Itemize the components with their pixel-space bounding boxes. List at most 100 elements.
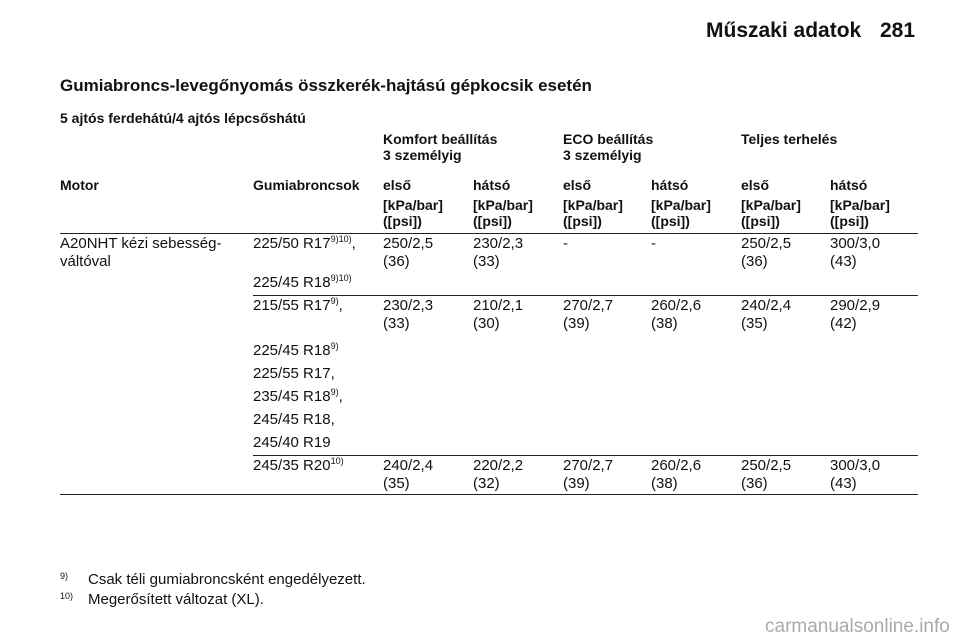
pressure-value: (33) — [383, 315, 410, 332]
rule — [253, 455, 918, 456]
footnote-ref: 9)10) — [330, 234, 352, 244]
tire: 215/55 R179), — [253, 296, 343, 315]
unit-header: ([psi]) — [563, 213, 602, 229]
pressure-value: 230/2,3 — [473, 235, 524, 252]
pressure-value: (35) — [741, 315, 768, 332]
pressure-value: 250/2,5 — [383, 235, 434, 252]
unit-header: [kPa/bar] — [563, 197, 623, 213]
column-header: Gumiabroncsok — [253, 177, 360, 193]
tire: 245/45 R18, — [253, 411, 335, 428]
unit-header: [kPa/bar] — [383, 197, 443, 213]
tire: 225/55 R17, — [253, 365, 335, 382]
pressure-value: 250/2,5 — [741, 235, 792, 252]
pressure-value: (36) — [383, 253, 410, 270]
unit-header: ([psi]) — [383, 213, 422, 229]
tire-size: 225/45 R18 — [253, 274, 331, 291]
pressure-value: - — [563, 235, 568, 252]
footnote-ref: 9) — [330, 296, 339, 306]
punctuation: , — [338, 297, 343, 314]
pressure-value: 230/2,3 — [383, 297, 434, 314]
group-header: ECO beállítás — [563, 131, 654, 147]
tire-size: 235/45 R18 — [253, 388, 331, 405]
unit-header: ([psi]) — [651, 213, 690, 229]
punctuation: , — [338, 388, 343, 405]
tire: 225/45 R189) — [253, 341, 339, 360]
pressure-value: (38) — [651, 315, 678, 332]
footnote-ref: 9) — [330, 341, 339, 351]
rule — [253, 295, 918, 296]
pressure-value: (30) — [473, 315, 500, 332]
punctuation: , — [351, 235, 356, 252]
heading: Gumiabroncs-levegőnyomás összkerék-hajtá… — [60, 76, 592, 95]
footnote-text: Megerősített változat (XL). — [88, 591, 264, 608]
pressure-value: 240/2,4 — [741, 297, 792, 314]
pressure-value: 220/2,2 — [473, 457, 524, 474]
footnote-ref: 9)10) — [330, 273, 352, 283]
pressure-value: (35) — [383, 475, 410, 492]
tire-size: 215/55 R17 — [253, 297, 331, 314]
tire-size: 245/35 R20 — [253, 457, 331, 474]
pressure-value: (42) — [830, 315, 857, 332]
pressure-value: 240/2,4 — [383, 457, 434, 474]
column-header: első — [741, 177, 770, 193]
pressure-value: 290/2,9 — [830, 297, 881, 314]
column-header: első — [563, 177, 592, 193]
subheading: 5 ajtós ferdehátú/4 ajtós lépcsőshátú — [60, 110, 306, 126]
tire: 235/45 R189), — [253, 387, 343, 406]
column-header: hátsó — [651, 177, 689, 193]
unit-header: [kPa/bar] — [741, 197, 801, 213]
footnote-ref: 9) — [330, 387, 339, 397]
pressure-value: 270/2,7 — [563, 297, 614, 314]
column-header: Motor — [60, 177, 99, 193]
footnote-mark: 9) — [60, 571, 69, 581]
tire-size: 225/45 R18 — [253, 342, 331, 359]
pressure-value: (33) — [473, 253, 500, 270]
pressure-value: 260/2,6 — [651, 457, 702, 474]
pressure-value: - — [651, 235, 656, 252]
rule — [60, 233, 918, 234]
pressure-value: 250/2,5 — [741, 457, 792, 474]
pressure-value: (32) — [473, 475, 500, 492]
pressure-value: 260/2,6 — [651, 297, 702, 314]
tire-size: 225/55 R17, — [253, 365, 335, 382]
tire: 245/40 R19 — [253, 434, 331, 451]
pressure-value: (43) — [830, 253, 857, 270]
rule — [60, 494, 918, 495]
pressure-value: 300/3,0 — [830, 457, 881, 474]
unit-header: ([psi]) — [741, 213, 780, 229]
motor: váltóval — [60, 253, 111, 270]
pressure-value: (43) — [830, 475, 857, 492]
pressure-value: (39) — [563, 475, 590, 492]
tire: 225/45 R189)10) — [253, 273, 352, 292]
header-title: Műszaki adatok — [706, 19, 862, 42]
pressure-value: (38) — [651, 475, 678, 492]
column-header: hátsó — [473, 177, 511, 193]
tire-size: 245/45 R18, — [253, 411, 335, 428]
tire-size: 245/40 R19 — [253, 434, 331, 451]
unit-header: [kPa/bar] — [651, 197, 711, 213]
unit-header: [kPa/bar] — [830, 197, 890, 213]
column-header: hátsó — [830, 177, 868, 193]
pressure-value: 300/3,0 — [830, 235, 881, 252]
group-header: Komfort beállítás — [383, 131, 498, 147]
pressure-value: 210/2,1 — [473, 297, 524, 314]
pressure-value: (36) — [741, 475, 768, 492]
pressure-value: 270/2,7 — [563, 457, 614, 474]
footnote-mark: 10) — [60, 591, 74, 601]
watermark: carmanualsonline.info — [765, 616, 950, 637]
tire: 245/35 R2010) — [253, 456, 344, 475]
tire: 225/50 R179)10), — [253, 234, 356, 253]
group-header: 3 személyig — [563, 147, 642, 163]
pressure-value: (39) — [563, 315, 590, 332]
motor: A20NHT kézi sebesség- — [60, 235, 222, 252]
column-header: első — [383, 177, 412, 193]
group-header: 3 személyig — [383, 147, 462, 163]
group-header: Teljes terhelés — [741, 131, 838, 147]
footnote-text: Csak téli gumiabroncsként engedélyezett. — [88, 571, 366, 588]
unit-header: [kPa/bar] — [473, 197, 533, 213]
unit-header: ([psi]) — [473, 213, 512, 229]
pressure-value: (36) — [741, 253, 768, 270]
footnote-ref: 10) — [330, 456, 344, 466]
page-number: 281 — [880, 19, 916, 42]
